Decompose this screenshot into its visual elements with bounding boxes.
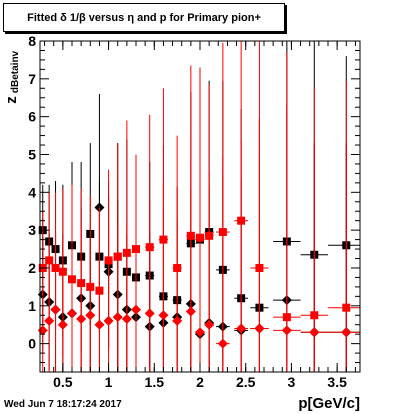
x-tick-label: 3.5 bbox=[327, 374, 347, 390]
x-tick-label: 1 bbox=[105, 374, 113, 390]
title-box: Fitted δ 1/β versus η and p for Primary … bbox=[3, 3, 285, 32]
data-layer bbox=[37, 41, 360, 372]
y-axis-label-sub: dBetainv bbox=[10, 50, 21, 93]
data-point-diamond bbox=[341, 327, 352, 338]
y-axis-label-svg: z dBetainv bbox=[3, 50, 21, 104]
y-tick-label: 2 bbox=[28, 260, 36, 276]
chart-title: Fitted δ 1/β versus η and p for Primary … bbox=[27, 11, 261, 24]
data-point-diamond bbox=[94, 319, 105, 330]
data-point-diamond bbox=[309, 327, 320, 338]
data-point-diamond bbox=[195, 327, 205, 338]
data-point-diamond bbox=[50, 304, 61, 315]
data-point-diamond bbox=[204, 319, 215, 330]
data-point-diamond bbox=[254, 323, 265, 334]
data-point-diamond bbox=[44, 315, 55, 326]
data-point-diamond bbox=[185, 306, 196, 317]
x-tick-label: 0.5 bbox=[53, 374, 73, 390]
y-tick-label: 6 bbox=[28, 109, 36, 125]
y-tick-label: 0 bbox=[28, 336, 36, 352]
x-tick-label: 3 bbox=[288, 374, 296, 390]
data-point-diamond bbox=[103, 315, 114, 326]
data-point-diamond bbox=[144, 308, 155, 319]
series-3 bbox=[37, 103, 360, 372]
data-point-diamond bbox=[172, 315, 183, 326]
axes-layer: 0.5 1 1.5 2 2.5 3 3.5 0 1 2 3 4 5 6 7 8 bbox=[28, 33, 360, 390]
y-tick-label: 7 bbox=[28, 71, 36, 87]
y-tick-label: 1 bbox=[28, 298, 36, 314]
data-point-diamond bbox=[67, 308, 77, 319]
timestamp: Wed Jun 7 18:17:24 2017 bbox=[4, 399, 122, 410]
data-point-diamond bbox=[57, 319, 68, 330]
x-axis-label: p[GeV/c] bbox=[298, 395, 360, 412]
x-tick-label: 1.5 bbox=[145, 374, 165, 390]
data-point-diamond bbox=[85, 310, 96, 321]
data-point-diamond bbox=[281, 325, 292, 336]
y-tick-label: 4 bbox=[28, 184, 36, 200]
data-point-diamond bbox=[236, 323, 247, 334]
data-point-diamond bbox=[121, 314, 132, 325]
y-tick-label: 5 bbox=[28, 146, 36, 162]
y-axis-label: z dBetainv bbox=[2, 50, 21, 128]
x-tick-label: 2 bbox=[196, 374, 204, 390]
x-tick-label: 2.5 bbox=[236, 374, 256, 390]
data-point-diamond bbox=[158, 310, 169, 321]
y-axis-label-main: z bbox=[3, 96, 20, 104]
y-tick-label: 3 bbox=[28, 222, 36, 238]
data-point-diamond bbox=[131, 304, 141, 315]
data-point-diamond bbox=[76, 314, 87, 325]
data-point-diamond bbox=[217, 338, 228, 349]
y-tick-label: 8 bbox=[28, 33, 36, 49]
data-point-diamond bbox=[112, 312, 123, 323]
